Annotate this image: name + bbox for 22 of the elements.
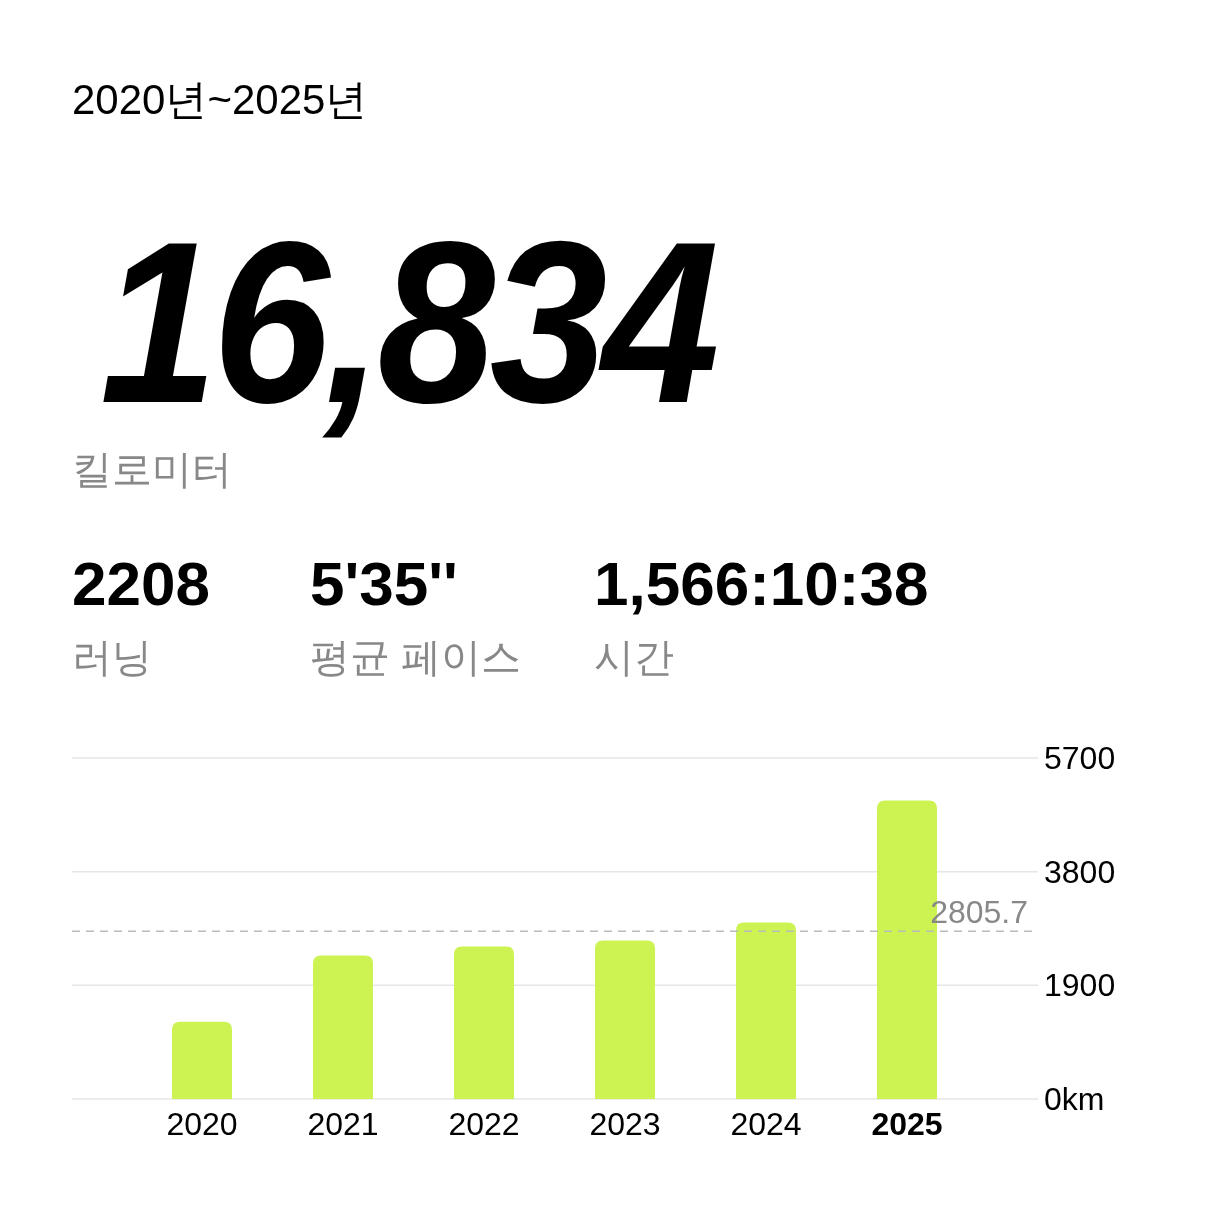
text: 2208 xyxy=(72,548,210,619)
text: 평균 페이스 xyxy=(310,634,522,681)
y-tick-label: 5700 xyxy=(1044,740,1116,776)
text: 시간 xyxy=(594,634,674,681)
bar xyxy=(172,1021,232,1099)
y-tick-label: 3800 xyxy=(1044,853,1116,890)
bar xyxy=(595,940,655,1099)
x-tick-label: 2022 xyxy=(448,1106,520,1142)
x-tick-label: 2021 xyxy=(307,1106,379,1142)
x-tick-label: 2025 xyxy=(871,1106,943,1142)
bar xyxy=(454,946,514,1099)
x-tick-label: 2023 xyxy=(589,1106,661,1142)
bar xyxy=(313,955,373,1099)
y-tick-label: 1900 xyxy=(1044,967,1116,1004)
bar xyxy=(736,922,796,1099)
text: 5'35'' xyxy=(310,548,458,619)
x-tick-label: 2024 xyxy=(730,1106,802,1142)
x-tick-label: 2020 xyxy=(166,1106,238,1142)
y-tick-label: 0km xyxy=(1044,1081,1105,1117)
text: 1,566:10:38 xyxy=(594,548,929,619)
text: 러닝 xyxy=(72,634,152,681)
text: 2020년~2025년 xyxy=(72,75,368,125)
